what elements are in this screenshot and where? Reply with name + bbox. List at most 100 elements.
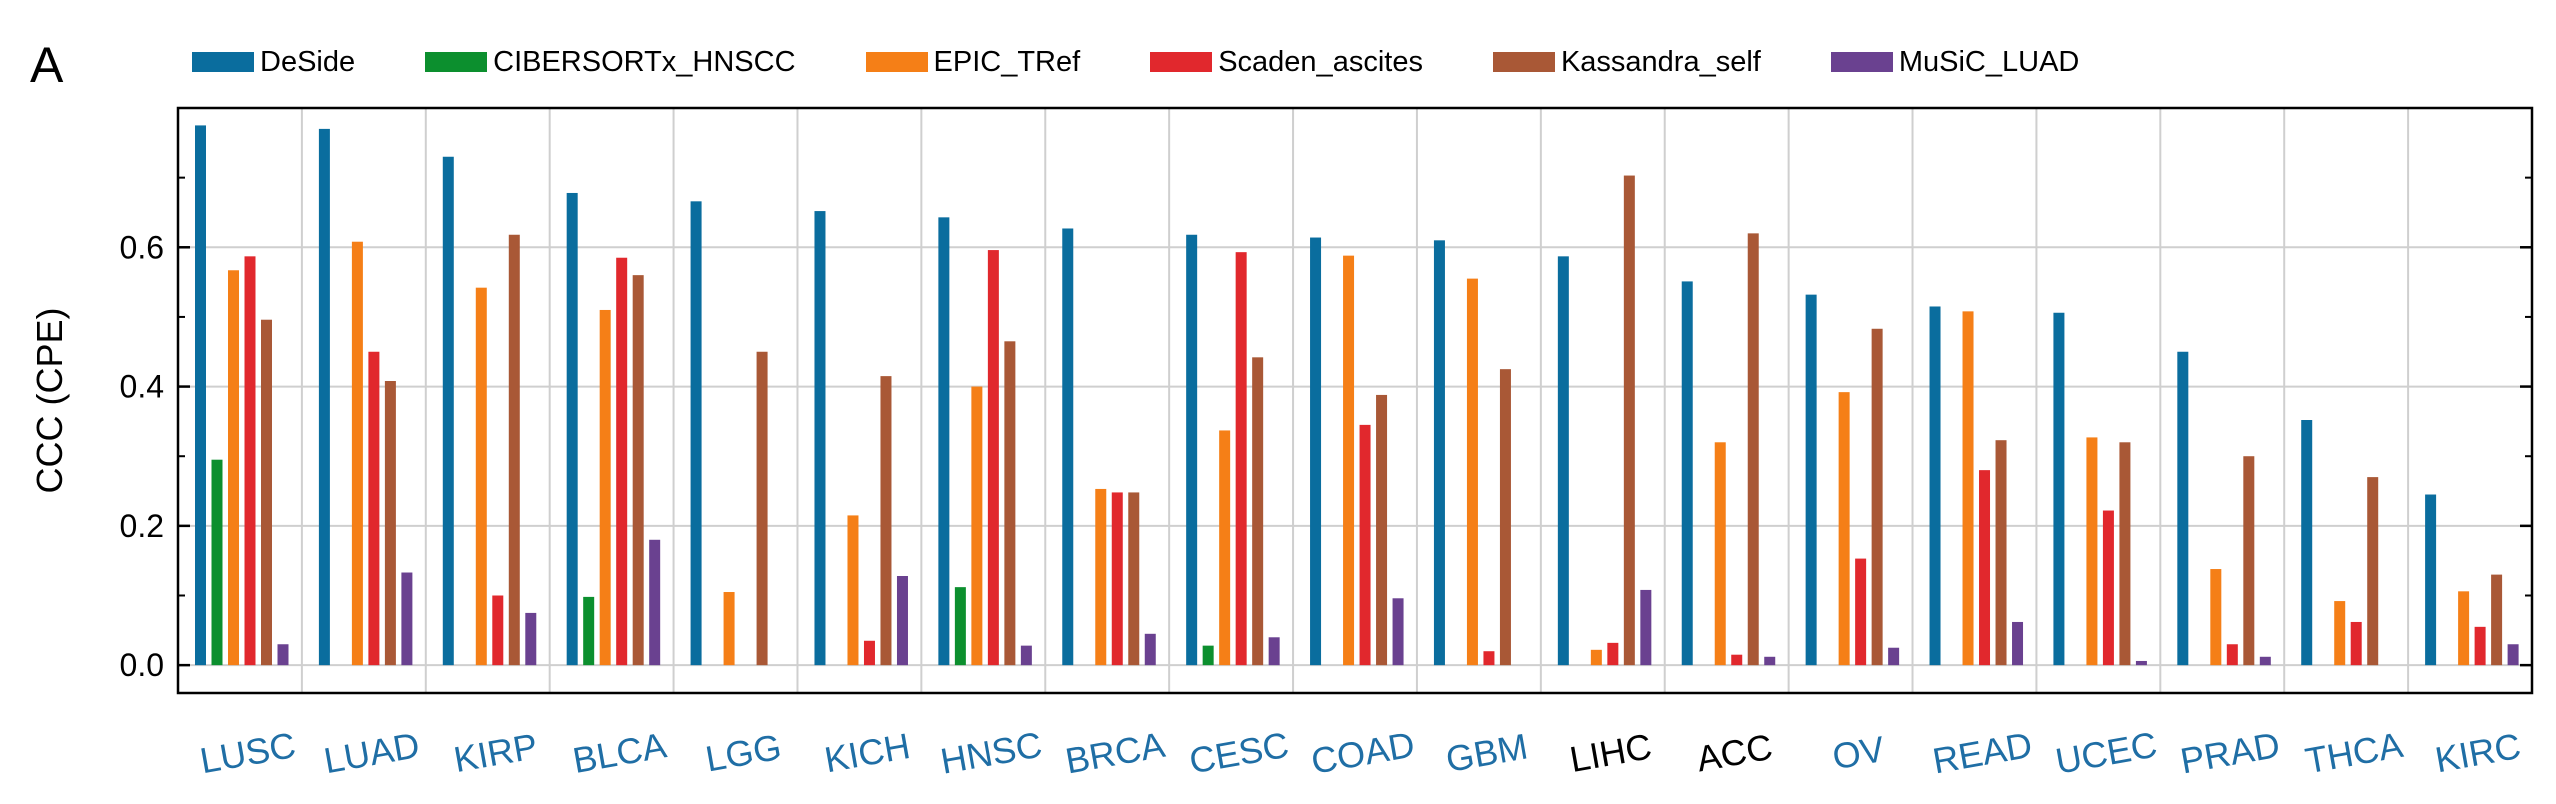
legend-swatch [865,52,928,72]
x-tick-label-COAD: COAD [1308,723,1418,781]
y-tick-label: 0.4 [120,369,164,405]
bar-DeSide-BLCA [566,192,578,666]
bar-Kassandra_self-UCEC [2119,442,2131,666]
legend-item-EPIC_TRef: EPIC_TRef [865,45,1081,79]
bar-Scaden_ascites-THCA [2350,621,2362,666]
bar-DeSide-CESC [1186,234,1198,666]
bar-EPIC_TRef-READ [1962,311,1974,666]
bar-DeSide-COAD [1310,237,1322,666]
bar-Scaden_ascites-BLCA [616,257,628,666]
legend-swatch [1492,52,1555,72]
bar-Scaden_ascites-LIHC [1607,642,1619,666]
bar-EPIC_TRef-UCEC [2086,437,2098,666]
bar-DeSide-KIRP [442,156,454,666]
y-tick-label: 0.0 [120,647,164,683]
bar-DeSide-KIRC [2425,494,2437,666]
bar-EPIC_TRef-THCA [2334,601,2346,666]
bar-Scaden_ascites-PRAD [2226,644,2238,666]
bar-Scaden_ascites-BRCA [1111,492,1123,666]
bar-EPIC_TRef-PRAD [2210,569,2222,666]
bar-MuSiC_LUAD-UCEC [2135,660,2147,666]
legend-label: CIBERSORTx_HNSCC [493,45,796,78]
bar-EPIC_TRef-KIRP [475,287,487,666]
x-tick-label-BLCA: BLCA [570,724,670,781]
bar-CIBERSORTx_HNSCC-CESC [1202,645,1214,666]
x-tick-label-UCEC: UCEC [2052,724,2160,782]
legend-swatch [1830,52,1893,72]
bar-Kassandra_self-CESC [1252,357,1264,666]
x-tick-label-LUAD: LUAD [321,724,423,781]
x-tick-label-KICH: KICH [821,725,913,780]
bar-MuSiC_LUAD-COAD [1392,598,1404,666]
x-tick-label-THCA: THCA [2302,724,2406,781]
bar-MuSiC_LUAD-HNSC [1020,645,1032,666]
bar-MuSiC_LUAD-LIHC [1640,589,1652,666]
x-tick-label-ACC: ACC [1694,726,1776,780]
legend-item-MuSiC_LUAD: MuSiC_LUAD [1830,45,2080,79]
legend-swatch [192,52,254,72]
y-tick-label: 0.2 [120,508,164,544]
legend-label: Scaden_ascites [1218,45,1423,78]
x-tick-label-GBM: GBM [1443,725,1531,780]
bar-MuSiC_LUAD-LUSC [277,644,289,666]
bar-MuSiC_LUAD-PRAD [2259,656,2271,666]
bar-Scaden_ascites-READ [1979,470,1991,666]
legend-label: MuSiC_LUAD [1898,45,2080,78]
legend-label: EPIC_TRef [933,45,1081,78]
bar-Kassandra_self-READ [1995,440,2007,666]
bar-Scaden_ascites-KIRP [492,595,504,666]
bar-EPIC_TRef-LIHC [1590,649,1602,666]
x-tick-label-OV: OV [1829,728,1887,777]
bar-EPIC_TRef-KICH [847,515,859,666]
legend-item-CIBERSORTx_HNSCC: CIBERSORTx_HNSCC [425,45,796,79]
bar-MuSiC_LUAD-BLCA [649,539,661,666]
x-tick-label-READ: READ [1929,724,2035,782]
bar-Kassandra_self-KICH [880,376,892,666]
bar-Scaden_ascites-HNSC [987,250,999,666]
bar-Kassandra_self-LIHC [1623,175,1635,666]
bar-Kassandra_self-BRCA [1128,492,1140,666]
x-tick-label-LUSC: LUSC [197,724,299,781]
bar-Kassandra_self-KIRC [2491,574,2503,666]
bar-DeSide-KICH [814,211,826,666]
bar-Scaden_ascites-KIRC [2474,626,2486,666]
bar-MuSiC_LUAD-OV [1888,647,1900,666]
bar-MuSiC_LUAD-ACC [1764,656,1776,666]
legend-swatch [425,52,488,72]
bar-DeSide-GBM [1433,240,1445,666]
chart-legend: DeSide CIBERSORTx_HNSCC EPIC_TRef Scaden_as… [192,42,2149,82]
plot-frame [176,106,2534,695]
bar-MuSiC_LUAD-LUAD [401,572,413,666]
legend-swatch [1150,52,1213,72]
bar-DeSide-LIHC [1557,256,1569,666]
legend-item-DeSide: DeSide [192,46,355,79]
bar-EPIC_TRef-LUSC [228,270,239,666]
bar-EPIC_TRef-CESC [1219,430,1231,666]
bar-Kassandra_self-BLCA [632,275,644,666]
bar-DeSide-HNSC [938,217,950,666]
bar-Scaden_ascites-GBM [1483,651,1495,666]
x-tick-label-LGG: LGG [702,726,784,780]
y-axis-label: CCC (CPE) [29,308,70,494]
bar-Kassandra_self-THCA [2367,477,2379,666]
bar-MuSiC_LUAD-KIRP [525,612,537,666]
bar-DeSide-LGG [690,201,702,666]
x-tick-label-PRAD: PRAD [2177,724,2283,782]
x-tick-label-KIRP: KIRP [451,725,541,780]
bar-MuSiC_LUAD-BRCA [1144,633,1156,666]
panel-label: A [30,37,64,93]
bar-Scaden_ascites-LUAD [368,351,380,666]
bar-CIBERSORTx_HNSCC-HNSC [954,587,966,666]
bar-EPIC_TRef-BRCA [1095,488,1107,666]
bar-Scaden_ascites-ACC [1731,654,1743,666]
bar-Kassandra_self-LUSC [261,319,272,666]
bar-DeSide-BRCA [1062,228,1074,666]
x-tick-label-HNSC: HNSC [937,724,1045,782]
bar-MuSiC_LUAD-KICH [896,576,908,666]
x-tick-label-LIHC: LIHC [1567,725,1655,780]
bar-EPIC_TRef-BLCA [599,309,611,666]
bar-Kassandra_self-LGG [756,351,768,666]
bar-Scaden_ascites-KICH [863,640,875,666]
bar-MuSiC_LUAD-KIRC [2507,644,2519,666]
